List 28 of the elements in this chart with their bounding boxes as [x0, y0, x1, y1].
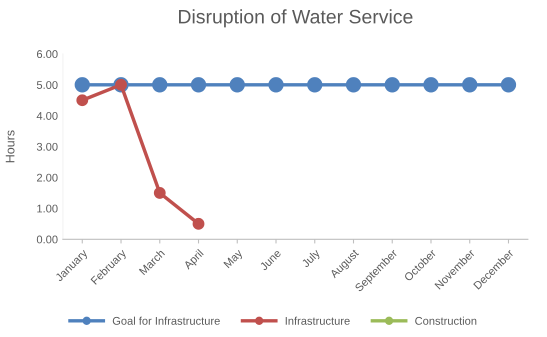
legend-label: Construction [415, 316, 476, 325]
legend-label: Infrastructure [286, 316, 350, 325]
point [346, 77, 362, 92]
y-tick-label: 5.00 [36, 81, 58, 89]
point [74, 77, 90, 92]
point [307, 77, 322, 92]
point [190, 77, 206, 92]
point [154, 187, 166, 199]
point [76, 94, 88, 106]
y-tick-label: 0.00 [36, 236, 58, 244]
point [500, 77, 516, 92]
chart-title: Disruption of Water Service [179, 9, 412, 28]
point [462, 77, 478, 92]
x-tick-label: July [300, 248, 322, 270]
point [423, 77, 439, 92]
y-tick-label: 1.00 [37, 204, 58, 213]
y-axis-title: Hours [6, 130, 15, 162]
legend-label: Goal for Infrastructure [112, 316, 220, 325]
point [230, 77, 245, 92]
point [192, 218, 204, 230]
point [152, 77, 168, 92]
y-tick-label: 6.00 [36, 50, 58, 58]
point [268, 77, 284, 92]
y-tick-label: 3.00 [36, 142, 58, 151]
x-tick-label: May [223, 248, 245, 270]
y-tick-label: 2.00 [36, 174, 58, 182]
point [384, 77, 400, 92]
y-tick-label: 4.00 [36, 112, 58, 120]
